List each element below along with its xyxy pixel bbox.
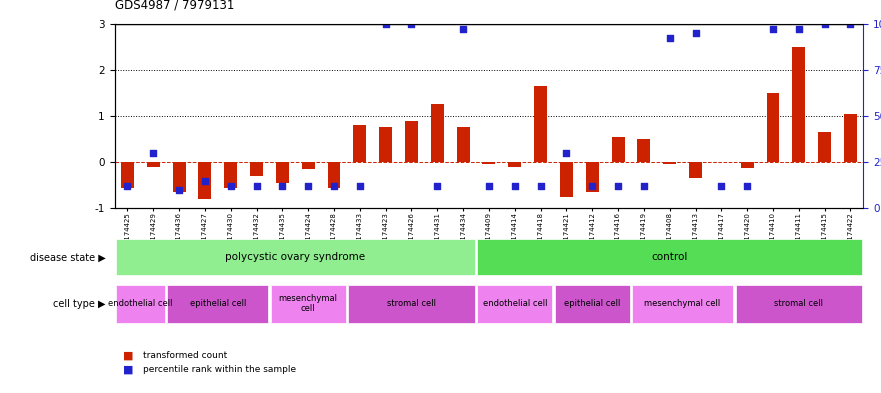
Point [507, 183, 522, 189]
Bar [792, 47, 805, 162]
Text: endothelial cell: endothelial cell [483, 299, 547, 308]
Bar [115, 239, 475, 275]
Point [585, 183, 599, 189]
Bar [270, 285, 345, 323]
Text: ■: ■ [123, 351, 134, 361]
Bar [276, 162, 289, 183]
Point [818, 20, 832, 27]
Point [611, 183, 626, 189]
Text: ■: ■ [123, 364, 134, 375]
Bar [301, 162, 315, 169]
Point [352, 183, 366, 189]
Bar [560, 162, 573, 197]
Text: epithelial cell: epithelial cell [189, 299, 246, 308]
Text: cell type ▶: cell type ▶ [53, 299, 106, 309]
Point [327, 183, 341, 189]
Text: mesenchymal cell: mesenchymal cell [645, 299, 721, 308]
Bar [456, 127, 470, 162]
Bar [766, 93, 780, 162]
Bar [478, 239, 862, 275]
Bar [844, 114, 857, 162]
Point [198, 178, 212, 184]
Bar [818, 132, 831, 162]
Bar [689, 162, 702, 178]
Point [249, 183, 263, 189]
Bar [348, 285, 475, 323]
Point [456, 26, 470, 32]
Bar [555, 285, 630, 323]
Point [714, 183, 729, 189]
Point [404, 20, 418, 27]
Point [688, 30, 702, 36]
Bar [638, 139, 650, 162]
Bar [736, 285, 862, 323]
Point [534, 183, 548, 189]
Text: polycystic ovary syndrome: polycystic ovary syndrome [226, 252, 366, 263]
Bar [328, 162, 340, 187]
Text: transformed count: transformed count [143, 351, 227, 360]
Text: control: control [652, 252, 688, 263]
Text: mesenchymal
cell: mesenchymal cell [278, 294, 337, 313]
Bar [405, 121, 418, 162]
Point [301, 183, 315, 189]
Bar [225, 162, 237, 187]
Text: endothelial cell: endothelial cell [108, 299, 173, 308]
Point [740, 183, 754, 189]
Bar [379, 127, 392, 162]
Bar [663, 162, 677, 164]
Bar [431, 105, 444, 162]
Point [121, 183, 135, 189]
Bar [167, 285, 268, 323]
Text: percentile rank within the sample: percentile rank within the sample [143, 365, 296, 374]
Text: epithelial cell: epithelial cell [564, 299, 620, 308]
Bar [147, 162, 159, 167]
Bar [198, 162, 211, 199]
Bar [508, 162, 522, 167]
Point [663, 35, 677, 42]
Bar [483, 162, 495, 164]
Point [430, 183, 444, 189]
Point [559, 150, 574, 156]
Text: GDS4987 / 7979131: GDS4987 / 7979131 [115, 0, 233, 12]
Text: stromal cell: stromal cell [387, 299, 436, 308]
Point [172, 187, 186, 193]
Bar [611, 137, 625, 162]
Bar [250, 162, 263, 176]
Bar [741, 162, 753, 168]
Point [637, 183, 651, 189]
Point [224, 183, 238, 189]
Point [146, 150, 160, 156]
Point [379, 20, 393, 27]
Point [843, 20, 857, 27]
Bar [633, 285, 733, 323]
Bar [586, 162, 599, 192]
Text: stromal cell: stromal cell [774, 299, 824, 308]
Point [482, 183, 496, 189]
Text: disease state ▶: disease state ▶ [30, 252, 106, 263]
Point [766, 26, 780, 32]
Bar [478, 285, 552, 323]
Bar [353, 125, 366, 162]
Bar [173, 162, 186, 192]
Bar [121, 162, 134, 187]
Point [792, 26, 806, 32]
Point [276, 183, 290, 189]
Bar [534, 86, 547, 162]
Bar [115, 285, 165, 323]
